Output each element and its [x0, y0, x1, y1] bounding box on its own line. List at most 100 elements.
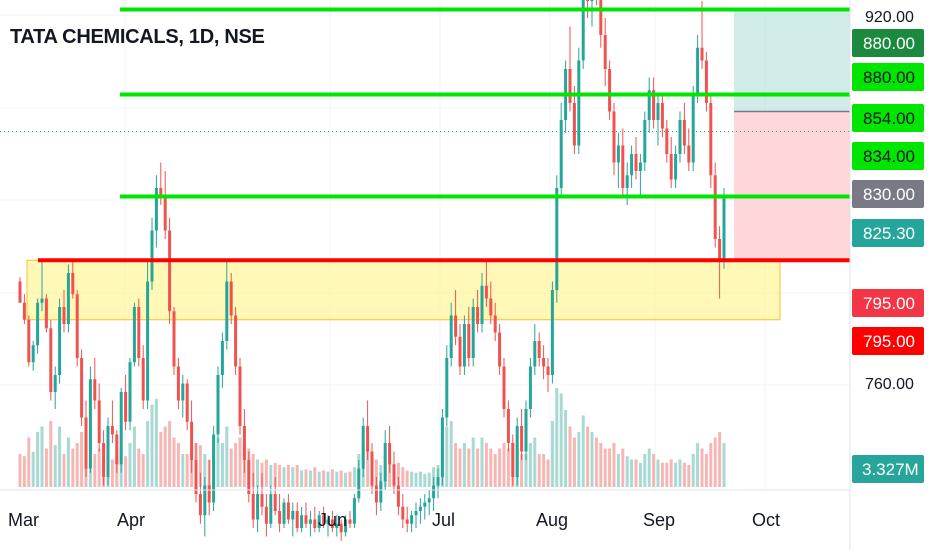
candle-body	[322, 515, 326, 524]
volume-bar	[203, 454, 207, 487]
candle-body	[669, 154, 673, 180]
candle	[630, 145, 634, 188]
candle-body	[537, 341, 541, 358]
volume-bar	[590, 432, 594, 487]
candle	[401, 494, 405, 528]
candle-body	[396, 485, 400, 507]
volume-bar	[533, 437, 537, 487]
candle-body	[546, 366, 550, 375]
candle-body	[621, 145, 625, 188]
volume-bar	[339, 470, 343, 487]
candle	[713, 162, 717, 248]
candle	[31, 341, 35, 371]
candle	[102, 430, 106, 486]
volume-bar	[493, 454, 497, 487]
volume-bar	[317, 471, 321, 487]
candle-body	[264, 506, 268, 524]
candle	[392, 451, 396, 494]
volume-bar	[36, 432, 40, 487]
candle-body	[436, 477, 440, 486]
candle	[480, 273, 484, 333]
volume-bar	[124, 456, 128, 487]
candle	[427, 489, 431, 516]
candle-body	[124, 392, 128, 422]
candle	[643, 111, 647, 171]
volume-bar	[273, 462, 277, 487]
candle-body	[80, 358, 84, 418]
candle	[524, 400, 528, 460]
volume-bar	[234, 443, 238, 487]
candle-body	[405, 519, 409, 524]
candle	[388, 426, 392, 473]
candle	[357, 460, 361, 503]
candle-body	[286, 502, 290, 520]
candle-body	[722, 196, 726, 261]
candle	[313, 506, 317, 533]
candle-body	[586, 0, 590, 1]
candle-body	[471, 307, 475, 358]
candle	[212, 426, 216, 511]
candle	[286, 494, 290, 524]
candle	[515, 417, 519, 486]
candle-body	[484, 285, 488, 299]
price-label-box	[852, 289, 924, 317]
stop-area[interactable]	[734, 111, 850, 261]
candle-body	[308, 519, 312, 524]
candle-body	[172, 311, 176, 367]
volume-bar	[71, 448, 75, 487]
candle-body	[313, 519, 317, 528]
candle-body	[27, 319, 31, 363]
candle-body	[467, 324, 471, 358]
candle	[638, 154, 642, 197]
time-axis[interactable]: Mar Apr Jun Jul Aug Sep Oct	[0, 489, 850, 530]
candle-body	[278, 511, 282, 524]
price-axis[interactable]: 920.00880.00760.00880.00880.00854.00834.…	[849, 0, 932, 550]
time-tick-label: Jun	[318, 510, 347, 530]
candle-body	[379, 481, 383, 503]
candle-body	[185, 383, 189, 422]
candle-body	[93, 379, 97, 401]
candle-body	[388, 443, 392, 465]
candle	[260, 472, 264, 516]
candle	[656, 94, 660, 146]
candle	[84, 400, 88, 477]
candle	[722, 188, 726, 269]
candle-body	[102, 443, 106, 477]
candle	[119, 387, 123, 473]
candle	[572, 86, 576, 154]
candle-body	[220, 341, 224, 375]
volume-bar	[691, 454, 695, 487]
volume-bar	[159, 432, 163, 487]
volume-bar	[572, 437, 576, 487]
volume-bar	[625, 456, 629, 487]
candle-body	[366, 426, 370, 452]
candle	[493, 302, 497, 341]
candle-body	[335, 523, 339, 528]
candle-body	[53, 375, 57, 392]
volume-bar	[467, 448, 471, 487]
candle	[300, 506, 304, 533]
candle-body	[88, 379, 92, 469]
candle-body	[423, 502, 427, 507]
candle-body	[559, 120, 563, 188]
candle	[185, 379, 189, 431]
candle	[234, 307, 238, 375]
candle	[207, 460, 211, 516]
candle-body	[599, 0, 603, 35]
candle-body	[216, 375, 220, 435]
candle	[62, 290, 66, 333]
horizontal-lines[interactable]	[38, 7, 850, 263]
candle	[489, 281, 493, 324]
position-tool[interactable]	[0, 9, 850, 261]
volume-bar	[286, 465, 290, 487]
candle	[669, 137, 673, 188]
volume-bar	[181, 454, 185, 487]
candle-body	[520, 426, 524, 452]
candle-body	[18, 281, 22, 303]
candle-body	[581, 0, 585, 61]
candle-body	[256, 494, 260, 520]
candle-body	[159, 188, 163, 197]
candle	[97, 383, 101, 452]
candle	[137, 298, 141, 367]
volume-bar	[608, 448, 612, 487]
